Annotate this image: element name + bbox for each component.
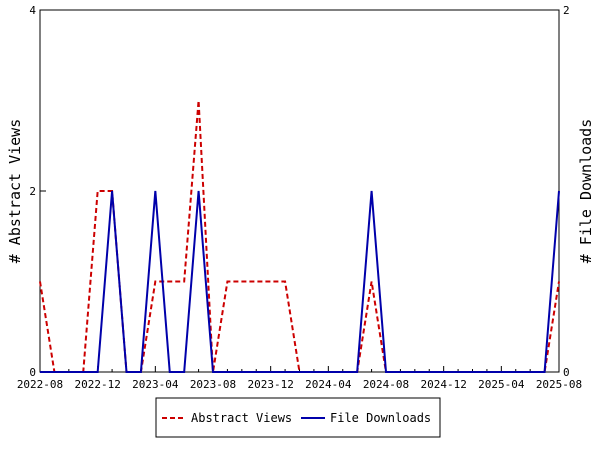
x-tick-label: 2022-12 [74, 378, 120, 391]
x-tick-label: 2023-12 [247, 378, 293, 391]
left-axis-title: # Abstract Views [6, 119, 24, 264]
x-tick-label: 2024-04 [305, 378, 352, 391]
y-left-tick-label: 0 [29, 366, 36, 379]
y-left-tick-label: 4 [29, 4, 36, 17]
legend-label-file-downloads: File Downloads [330, 411, 431, 425]
legend-box [155, 397, 441, 438]
x-tick-label: 2023-04 [132, 378, 179, 391]
y-right-tick-label: 2 [563, 4, 570, 17]
x-tick-label: 2022-08 [17, 378, 63, 391]
x-tick-label: 2025-04 [478, 378, 525, 391]
plot-area [39, 9, 560, 373]
series-lines [39, 100, 560, 373]
x-tick-label: 2024-12 [420, 378, 466, 391]
x-tick-label: 2025-08 [536, 378, 582, 391]
right-y-axis-ticks: 02 [553, 4, 570, 379]
y-left-tick-label: 2 [29, 185, 36, 198]
y-right-tick-label: 0 [563, 366, 570, 379]
right-axis-title: # File Downloads [577, 119, 595, 264]
x-tick-label: 2024-08 [363, 378, 409, 391]
legend-label-abstract-views: Abstract Views [191, 411, 292, 425]
x-tick-label: 2023-08 [190, 378, 236, 391]
series-line-file-downloads [40, 190, 560, 373]
legend: Abstract Views File Downloads [155, 397, 441, 438]
